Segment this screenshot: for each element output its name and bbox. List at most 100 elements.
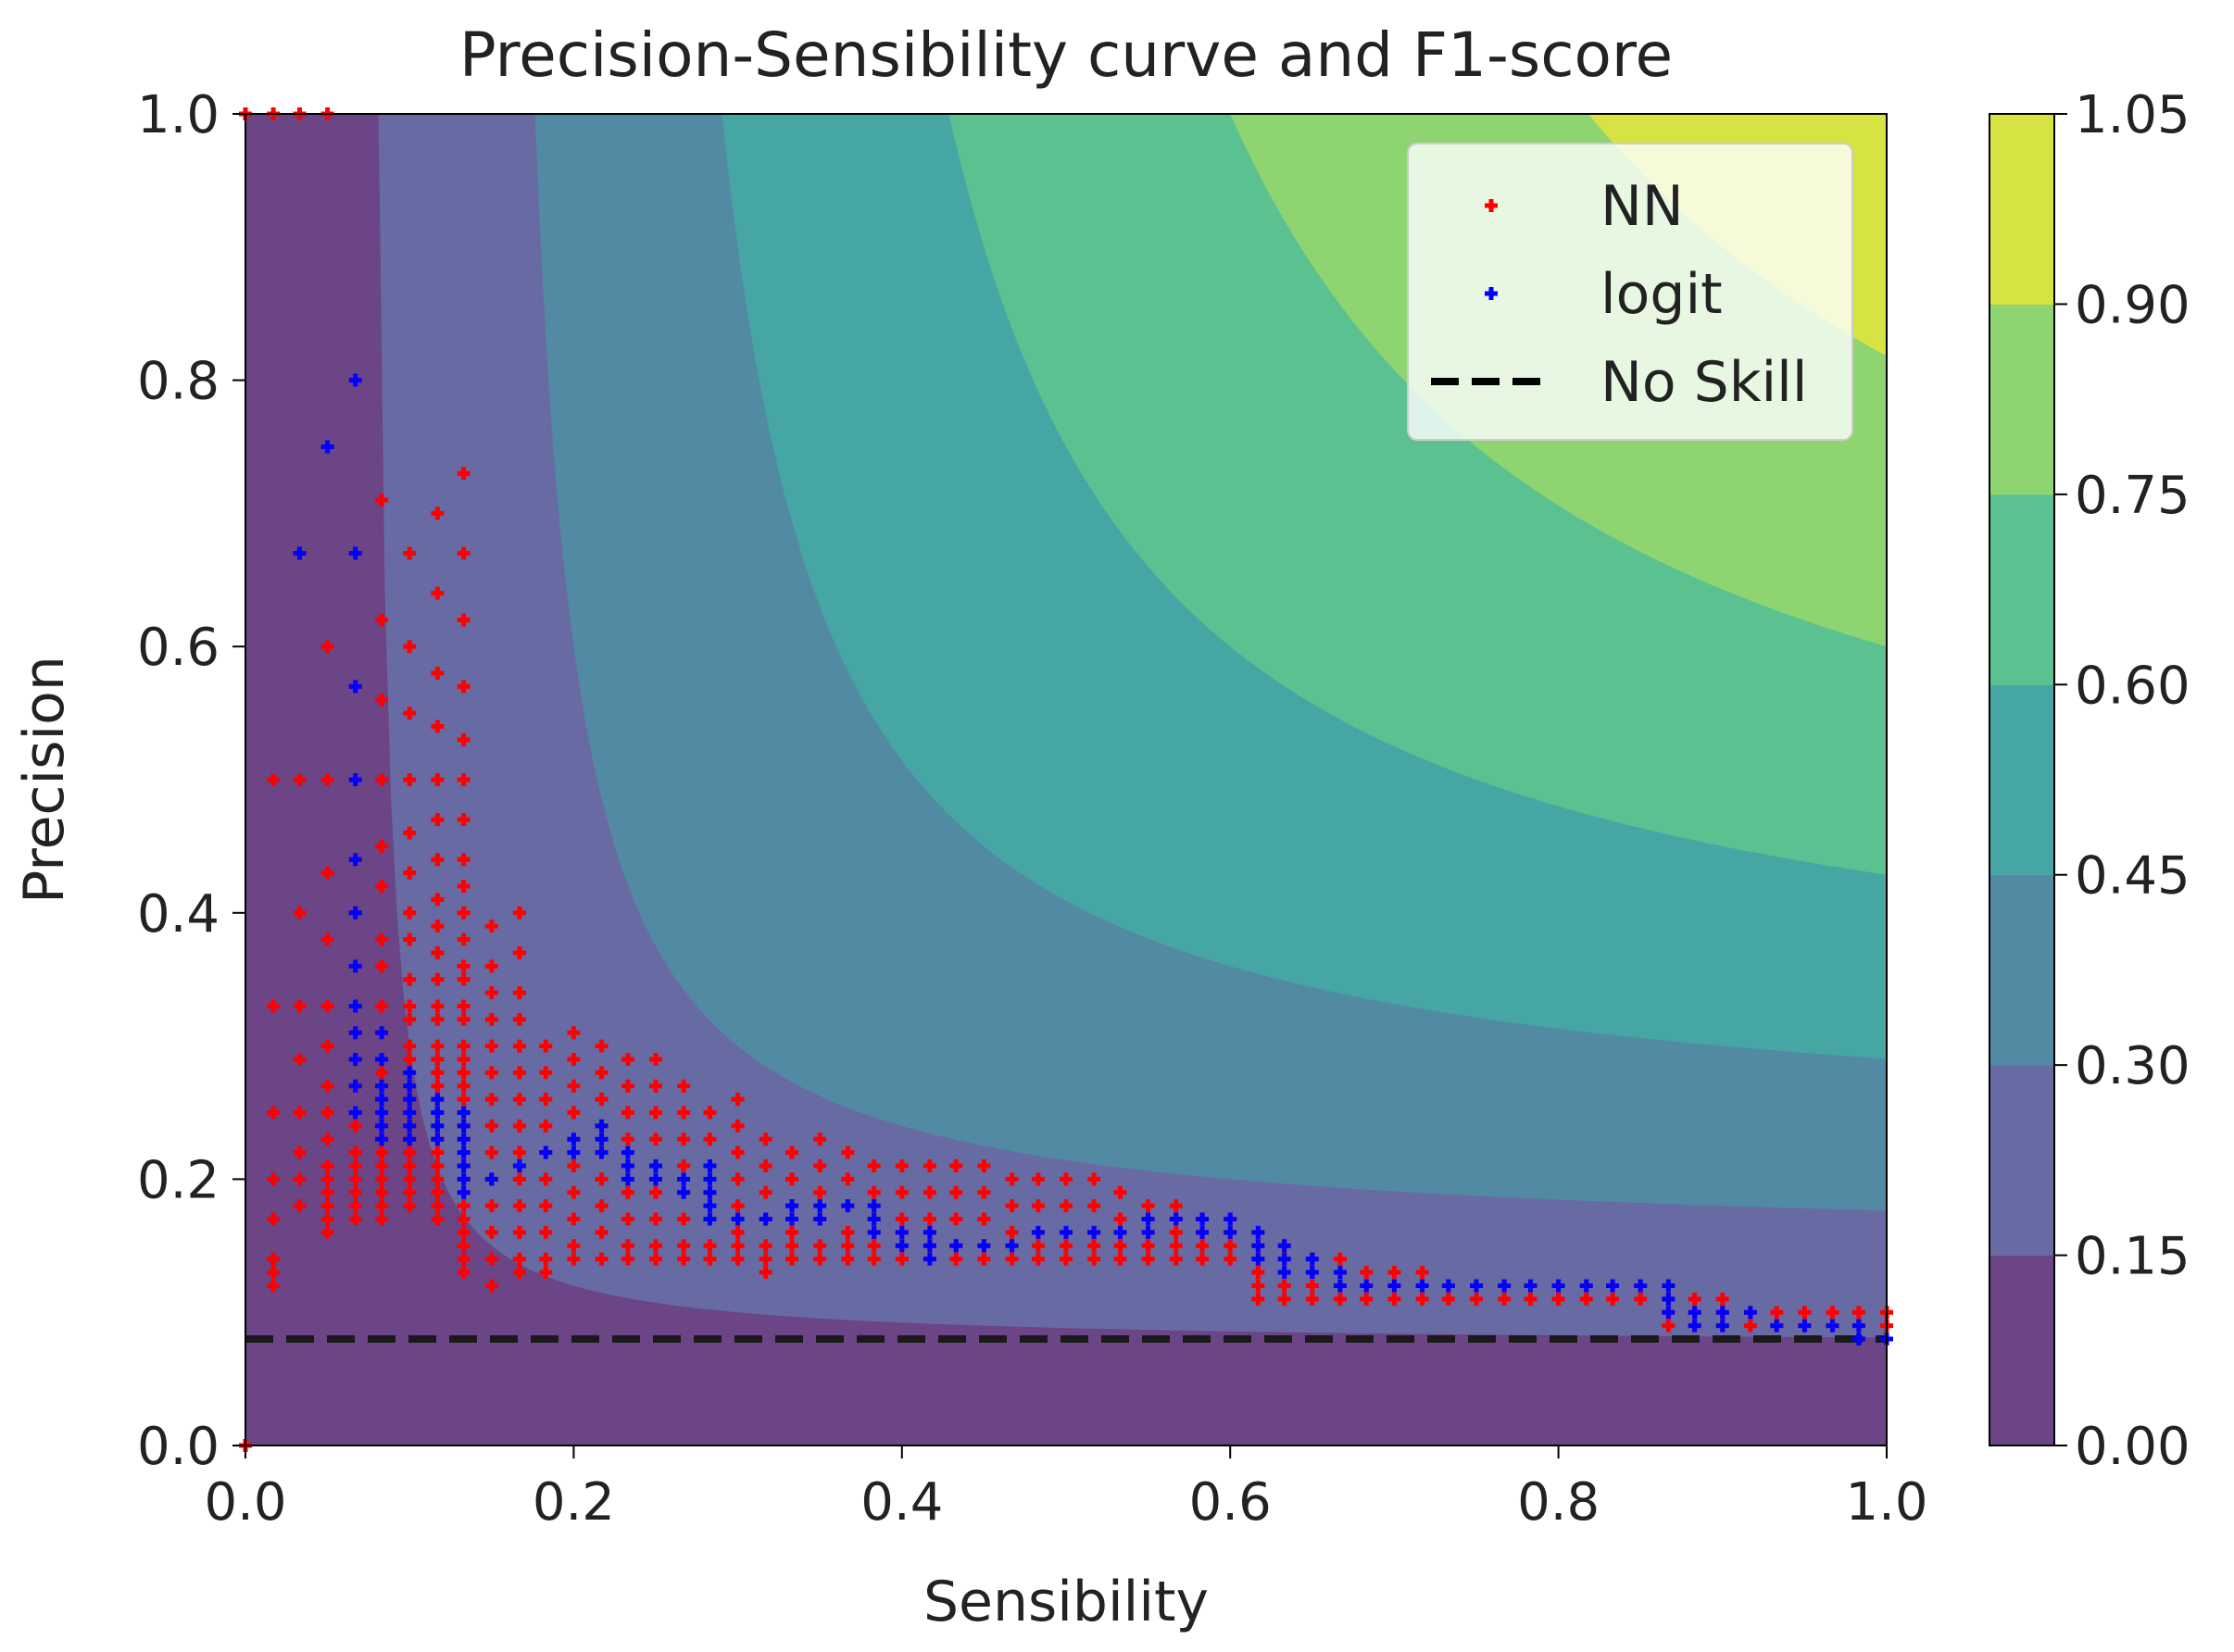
data-point [1113, 1225, 1127, 1239]
data-point [1251, 1292, 1265, 1306]
data-point [484, 1199, 498, 1213]
data-point [1305, 1252, 1319, 1266]
data-point [621, 1106, 634, 1120]
colorbar-band [1989, 1255, 2054, 1446]
data-point [867, 1159, 881, 1173]
data-point [1087, 1199, 1101, 1213]
data-point [539, 1266, 553, 1280]
data-point [1196, 1225, 1210, 1239]
data-point [731, 1093, 745, 1107]
data-point [759, 1266, 772, 1280]
data-point [1360, 1266, 1374, 1280]
data-point [320, 1185, 334, 1199]
data-point [1551, 1279, 1565, 1293]
x-tick-label: 0.4 [860, 1472, 943, 1533]
data-point [922, 1212, 936, 1226]
data-point [457, 1266, 471, 1280]
data-point [348, 1106, 362, 1120]
data-point [293, 1145, 307, 1159]
data-point [348, 959, 362, 973]
data-point [320, 1133, 334, 1146]
chart-title: Precision-Sensibility curve and F1-score [459, 19, 1673, 91]
data-point [1060, 1252, 1073, 1266]
data-point [977, 1252, 991, 1266]
colorbar-band [1989, 874, 2054, 1066]
data-point [759, 1252, 772, 1266]
data-point [431, 1199, 445, 1213]
data-point [813, 1185, 827, 1199]
data-point [484, 920, 498, 933]
data-point [621, 1212, 634, 1226]
data-point [431, 853, 445, 867]
data-point [457, 1212, 471, 1226]
data-point [595, 1119, 609, 1133]
data-point [267, 1279, 281, 1293]
data-point [621, 1145, 634, 1159]
data-point [457, 959, 471, 973]
data-point [595, 1225, 609, 1239]
x-tick-label: 0.2 [533, 1472, 615, 1533]
colorbar-tick-label: 0.60 [2075, 656, 2190, 716]
data-point [1305, 1266, 1319, 1280]
data-point [1060, 1239, 1073, 1253]
data-point [1333, 1252, 1347, 1266]
data-point [512, 1066, 526, 1080]
data-point [375, 1212, 389, 1226]
data-point [348, 1199, 362, 1213]
data-point [1031, 1225, 1045, 1239]
data-point [1087, 1225, 1101, 1239]
data-point [431, 1119, 445, 1133]
data-point [457, 813, 471, 827]
data-point [649, 1185, 662, 1199]
data-point [731, 1239, 745, 1253]
data-point [403, 826, 417, 840]
data-point [977, 1159, 991, 1173]
data-point [457, 1185, 471, 1199]
data-point [431, 586, 445, 600]
data-point [703, 1185, 717, 1199]
data-point [375, 1172, 389, 1186]
data-point [621, 1079, 634, 1093]
data-point [1415, 1292, 1429, 1306]
y-tick-label: 0.0 [137, 1417, 220, 1477]
data-point [512, 1093, 526, 1107]
data-point [949, 1239, 963, 1253]
data-point [403, 1106, 417, 1120]
data-point [431, 1159, 445, 1173]
data-point [1031, 1239, 1045, 1253]
data-point [1031, 1252, 1045, 1266]
data-point [457, 1093, 471, 1107]
data-point [785, 1172, 799, 1186]
data-point [403, 640, 417, 654]
data-point [1688, 1319, 1701, 1333]
data-point [293, 999, 307, 1013]
data-point [1141, 1252, 1155, 1266]
data-point [539, 1119, 553, 1133]
data-point [403, 866, 417, 880]
data-point [403, 546, 417, 560]
data-point [649, 1052, 662, 1066]
colorbar-band [1989, 684, 2054, 876]
data-point [867, 1199, 881, 1213]
data-point [649, 1252, 662, 1266]
data-point [977, 1212, 991, 1226]
data-point [703, 1172, 717, 1186]
data-point [348, 906, 362, 920]
data-point [895, 1239, 909, 1253]
data-point [813, 1212, 827, 1226]
data-point [922, 1159, 936, 1173]
data-point [759, 1159, 772, 1173]
data-point [267, 1106, 281, 1120]
data-point [1688, 1306, 1701, 1320]
data-point [403, 1159, 417, 1173]
data-point [1277, 1292, 1291, 1306]
data-point [431, 945, 445, 959]
data-point [320, 640, 334, 654]
data-point [731, 1252, 745, 1266]
data-point [813, 1159, 827, 1173]
data-point [431, 920, 445, 933]
x-axis-ticks: 0.0 0.2 0.4 0.6 0.8 1.0 [204, 1446, 1928, 1533]
data-point [1551, 1292, 1565, 1306]
data-point [457, 999, 471, 1013]
data-point [1851, 1306, 1865, 1320]
